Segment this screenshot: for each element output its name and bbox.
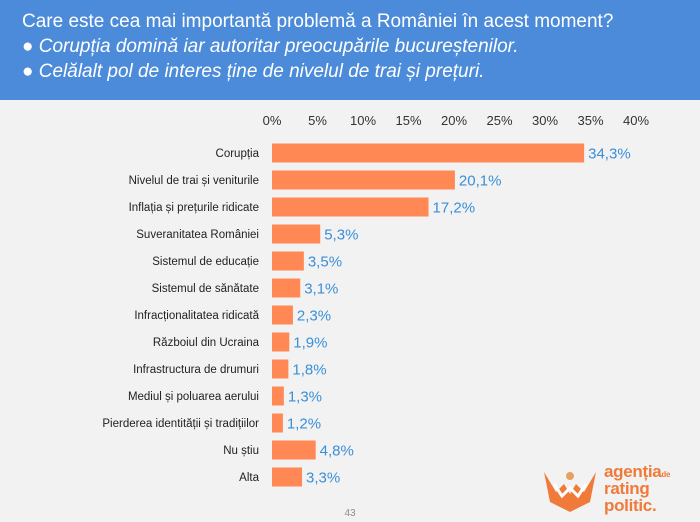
value-label: 1,9% [293,335,327,352]
bar [272,251,304,271]
page-number: 43 [344,508,356,519]
bar [272,224,321,244]
logo-text-agentia: agenția [604,462,662,481]
category-label: Alta [239,472,259,484]
bullet-corruption: ● Corupția domină iar autoritar preocupă… [22,36,519,57]
bar [272,413,283,433]
category-label: Suveranitatea României [136,229,259,241]
value-label: 5,3% [324,227,358,244]
horizontal-bar-chart: 0% 5% 10% 15% 20% 25% 30% 35% 40% Corupția 34,3% Ni… [102,113,649,487]
value-label: 3,1% [304,281,338,298]
bar [272,332,290,352]
logo-text-politic: politic. [604,496,657,515]
bar [272,143,585,163]
x-tick-label: 10% [350,113,376,128]
value-label: 34,3% [588,146,631,163]
category-label: Infracționalitatea ridicată [134,310,259,322]
logo-line-1: agențiade [604,462,671,483]
category-label: Pierderea identității și tradițiilor [102,418,259,430]
logo-text-de: de [661,470,671,479]
bar [272,359,289,379]
bar [272,170,455,190]
slide-header: Care este cea mai importantă problemă a … [0,0,700,100]
value-label: 2,3% [297,308,331,325]
category-label: Corupția [216,148,260,160]
bar [272,278,301,298]
x-tick-label: 20% [441,113,467,128]
value-label: 1,2% [287,416,321,433]
category-label: Nu știu [223,445,259,457]
bar [272,197,429,217]
bullet-living-standard: ● Celălalt pol de interes ține de nivelu… [22,61,485,82]
agency-logo [540,462,600,519]
category-label: Mediul și poluarea aerului [128,391,259,403]
bar [272,386,284,406]
value-label: 4,8% [320,443,354,460]
bar [272,305,293,325]
value-label: 3,5% [308,254,342,271]
x-tick-label: 25% [486,113,512,128]
x-tick-label: 30% [532,113,558,128]
value-label: 1,3% [288,389,322,406]
x-tick-label: 35% [577,113,603,128]
category-label: Inflația și prețurile ridicate [129,202,259,214]
category-label: Sistemul de sănătate [152,283,259,295]
category-label: Sistemul de educație [152,256,259,268]
value-label: 17,2% [433,200,476,217]
category-label: Nivelul de trai și veniturile [129,175,259,187]
x-tick-label: 15% [395,113,421,128]
bar [272,440,316,460]
x-tick-label: 40% [623,113,649,128]
value-label: 20,1% [459,173,502,190]
category-label: Infrastructura de drumuri [133,364,259,376]
bar [272,467,303,487]
category-label: Războiul din Ucraina [153,337,260,349]
x-tick-label: 5% [308,113,327,128]
value-label: 3,3% [306,470,340,487]
x-tick-label: 0% [263,113,282,128]
question-title: Care este cea mai importantă problemă a … [22,11,614,32]
value-label: 1,8% [292,362,326,379]
logo-text-rating: rating [604,479,650,498]
logo-emblem-icon [544,472,596,512]
